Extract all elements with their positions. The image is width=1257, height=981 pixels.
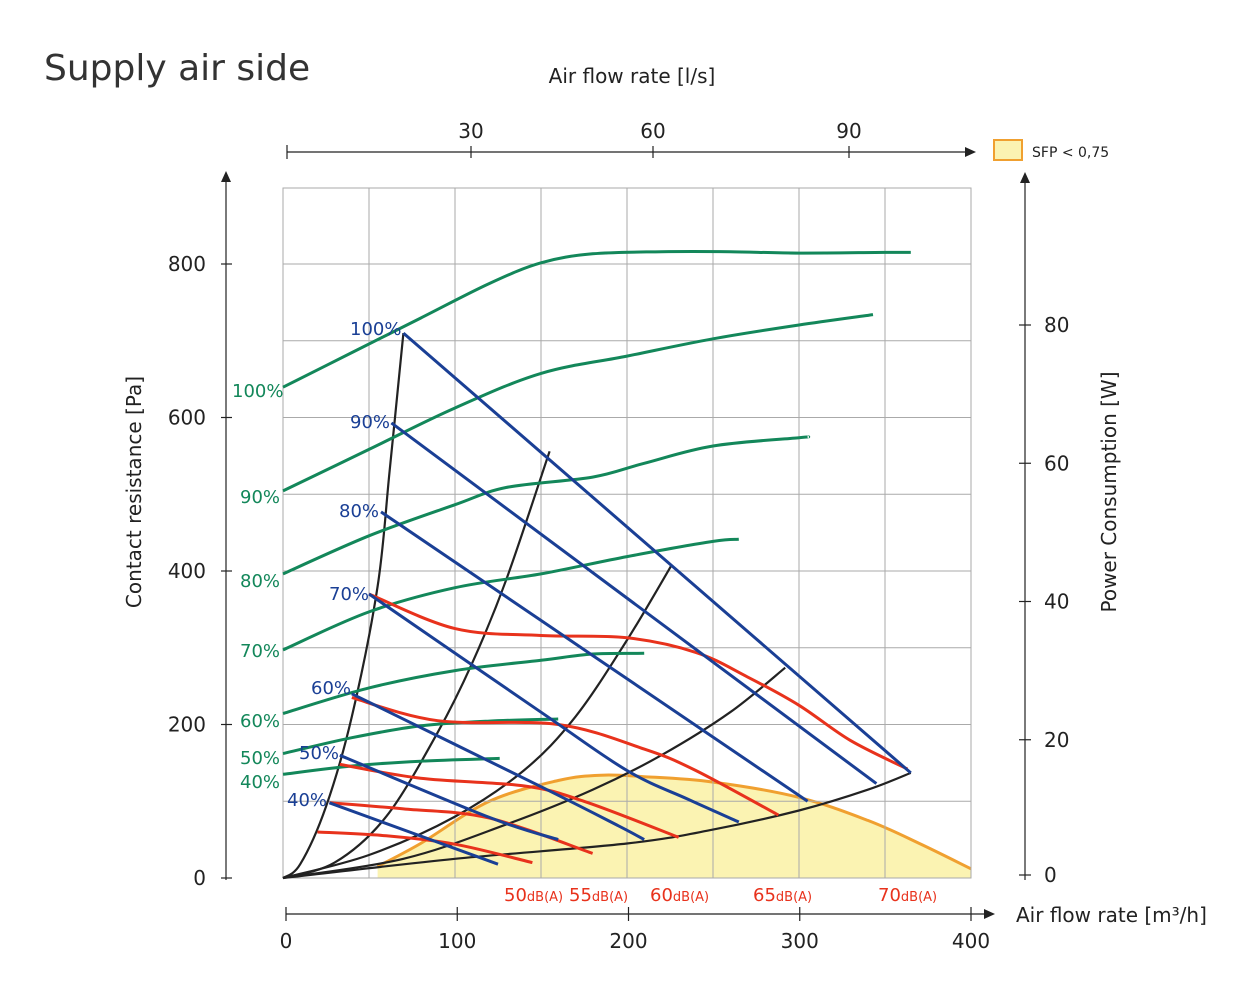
power-curve-label: 50% bbox=[240, 748, 280, 769]
sound-curve bbox=[317, 830, 533, 865]
right-tick-label: 20 bbox=[1044, 728, 1069, 752]
power-curve bbox=[282, 250, 911, 389]
sound-curve-label: 55dB(A) bbox=[569, 885, 628, 906]
pressure-curve bbox=[328, 801, 499, 866]
top-tick-label: 30 bbox=[458, 119, 483, 143]
top-tick-label: 60 bbox=[640, 119, 665, 143]
pressure-curve bbox=[368, 592, 740, 824]
left-axis-title: Contact resistance [Pa] bbox=[122, 376, 146, 608]
left-tick-label: 0 bbox=[193, 866, 206, 890]
left-tick-label: 200 bbox=[168, 713, 206, 737]
top-tick-label: 90 bbox=[836, 119, 861, 143]
power-curve-label: 40% bbox=[240, 772, 280, 793]
legend-swatch bbox=[993, 139, 1023, 161]
sound-curve-label: 65dB(A) bbox=[753, 885, 812, 906]
bottom-axis-title: Air flow rate [m³/h] bbox=[1016, 903, 1207, 927]
sound-curve-label: 50dB(A) bbox=[504, 885, 563, 906]
left-tick-label: 400 bbox=[168, 559, 206, 583]
top-axis-arrow bbox=[965, 147, 976, 157]
bottom-axis-arrow bbox=[984, 909, 995, 919]
right-tick-label: 40 bbox=[1044, 590, 1069, 614]
left-tick-label: 800 bbox=[168, 252, 206, 276]
sound-curve-label: 70dB(A) bbox=[878, 885, 937, 906]
power-curve bbox=[282, 435, 811, 576]
bottom-tick-label: 0 bbox=[280, 929, 293, 953]
pressure-curves-layer bbox=[328, 331, 912, 866]
pressure-curve-label: 40% bbox=[287, 790, 327, 811]
pressure-curve-label: 90% bbox=[350, 412, 390, 433]
bottom-tick-label: 100 bbox=[438, 929, 476, 953]
left-axis-arrow bbox=[221, 171, 231, 182]
pressure-curve bbox=[351, 692, 645, 841]
system-curve bbox=[282, 332, 405, 879]
right-tick-label: 80 bbox=[1044, 313, 1069, 337]
power-curve-label: 80% bbox=[240, 571, 280, 592]
axes: 30 60 90 0 100 200 300 400 0 200 400 600 800 0 20 40 60 8… bbox=[122, 64, 1207, 953]
pressure-curve bbox=[339, 753, 559, 842]
power-curve bbox=[282, 756, 500, 776]
bottom-tick-label: 300 bbox=[781, 929, 819, 953]
bottom-tick-label: 200 bbox=[609, 929, 647, 953]
right-tick-label: 0 bbox=[1044, 863, 1057, 887]
sound-curve-label: 60dB(A) bbox=[650, 885, 709, 906]
power-curve-label: 70% bbox=[240, 641, 280, 662]
legend-label: SFP < 0,75 bbox=[1032, 145, 1109, 161]
power-curve-label: 100% bbox=[232, 381, 283, 402]
pressure-curve-label: 100% bbox=[350, 319, 401, 340]
sound-curve bbox=[351, 696, 780, 817]
system-curve bbox=[282, 666, 786, 880]
right-axis-title: Power Consumption [W] bbox=[1097, 371, 1121, 612]
system-curve bbox=[282, 564, 673, 880]
right-tick-label: 60 bbox=[1044, 451, 1069, 475]
top-axis-title: Air flow rate [l/s] bbox=[549, 64, 716, 88]
sound-curve bbox=[339, 762, 680, 839]
pressure-curve-label: 70% bbox=[329, 584, 369, 605]
pressure-curve-label: 60% bbox=[311, 678, 351, 699]
left-tick-label: 600 bbox=[168, 406, 206, 430]
bottom-tick-label: 400 bbox=[952, 929, 990, 953]
pressure-curve bbox=[390, 421, 878, 785]
pressure-curve bbox=[380, 510, 809, 803]
labels-layer: 100% 90% 80% 70% 60% 50% 40% 100% 90% 80% 70% 60% 50… bbox=[232, 319, 937, 906]
chart-title: Supply air side bbox=[44, 48, 311, 89]
pressure-curve bbox=[402, 331, 912, 775]
power-curve-label: 60% bbox=[240, 711, 280, 732]
power-curve bbox=[282, 313, 874, 493]
pressure-curve-label: 50% bbox=[299, 743, 339, 764]
sound-curve bbox=[368, 592, 909, 771]
sfp-area-layer bbox=[376, 773, 972, 878]
power-curve bbox=[282, 537, 739, 652]
pressure-curve-label: 80% bbox=[339, 501, 379, 522]
power-curve-label: 90% bbox=[240, 487, 280, 508]
right-axis-arrow bbox=[1020, 172, 1030, 183]
